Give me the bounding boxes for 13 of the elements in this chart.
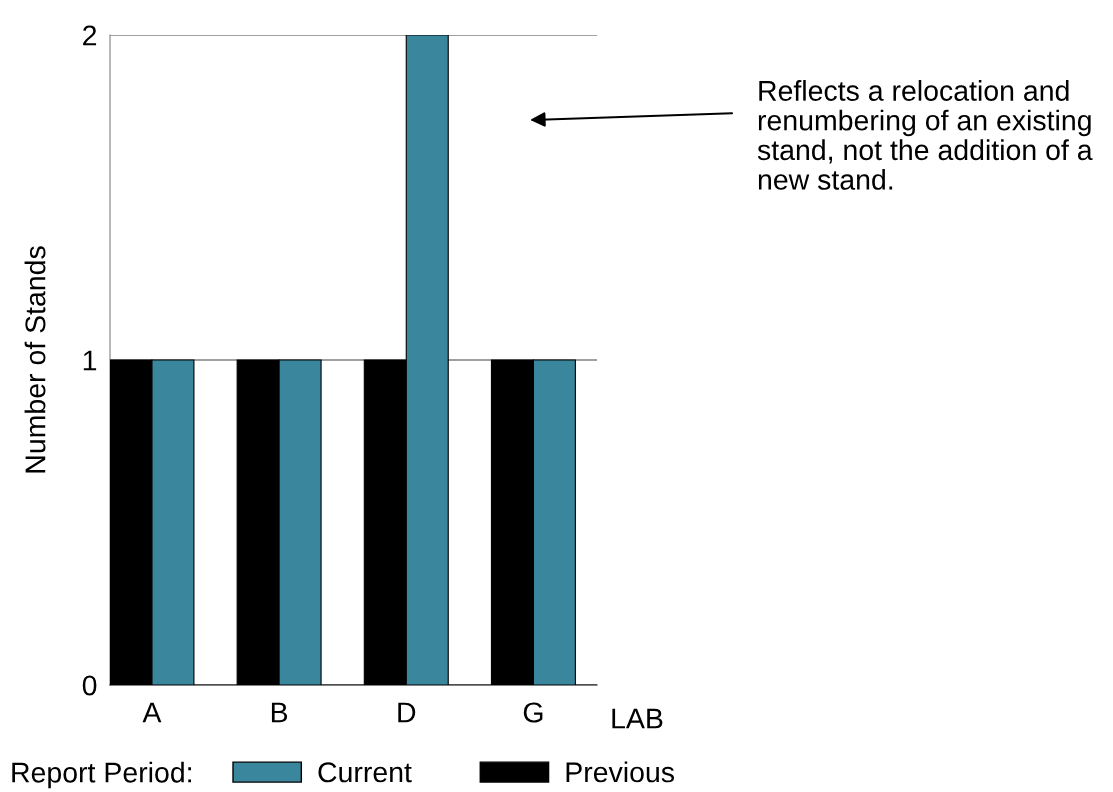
x-tick-label: D xyxy=(398,702,416,723)
y-tick-label: 2 xyxy=(83,25,97,46)
legend-label: Current xyxy=(318,762,412,783)
x-axis-title: LAB xyxy=(612,708,663,729)
x-tick-label: G xyxy=(523,702,543,723)
y-tick-label: 0 xyxy=(82,675,97,696)
x-tick-label: B xyxy=(271,702,288,723)
text: Reflects a relocation and renumbering of an existing stand, not the addition of a new stand. xyxy=(757,80,1093,190)
y-axis-title: Number of Stands xyxy=(24,246,46,473)
y-tick-label: 1 xyxy=(83,350,97,371)
legend-label: Previous xyxy=(566,761,674,783)
x-tick-label: A xyxy=(142,702,162,723)
legend-title: Report Period: xyxy=(12,761,191,789)
